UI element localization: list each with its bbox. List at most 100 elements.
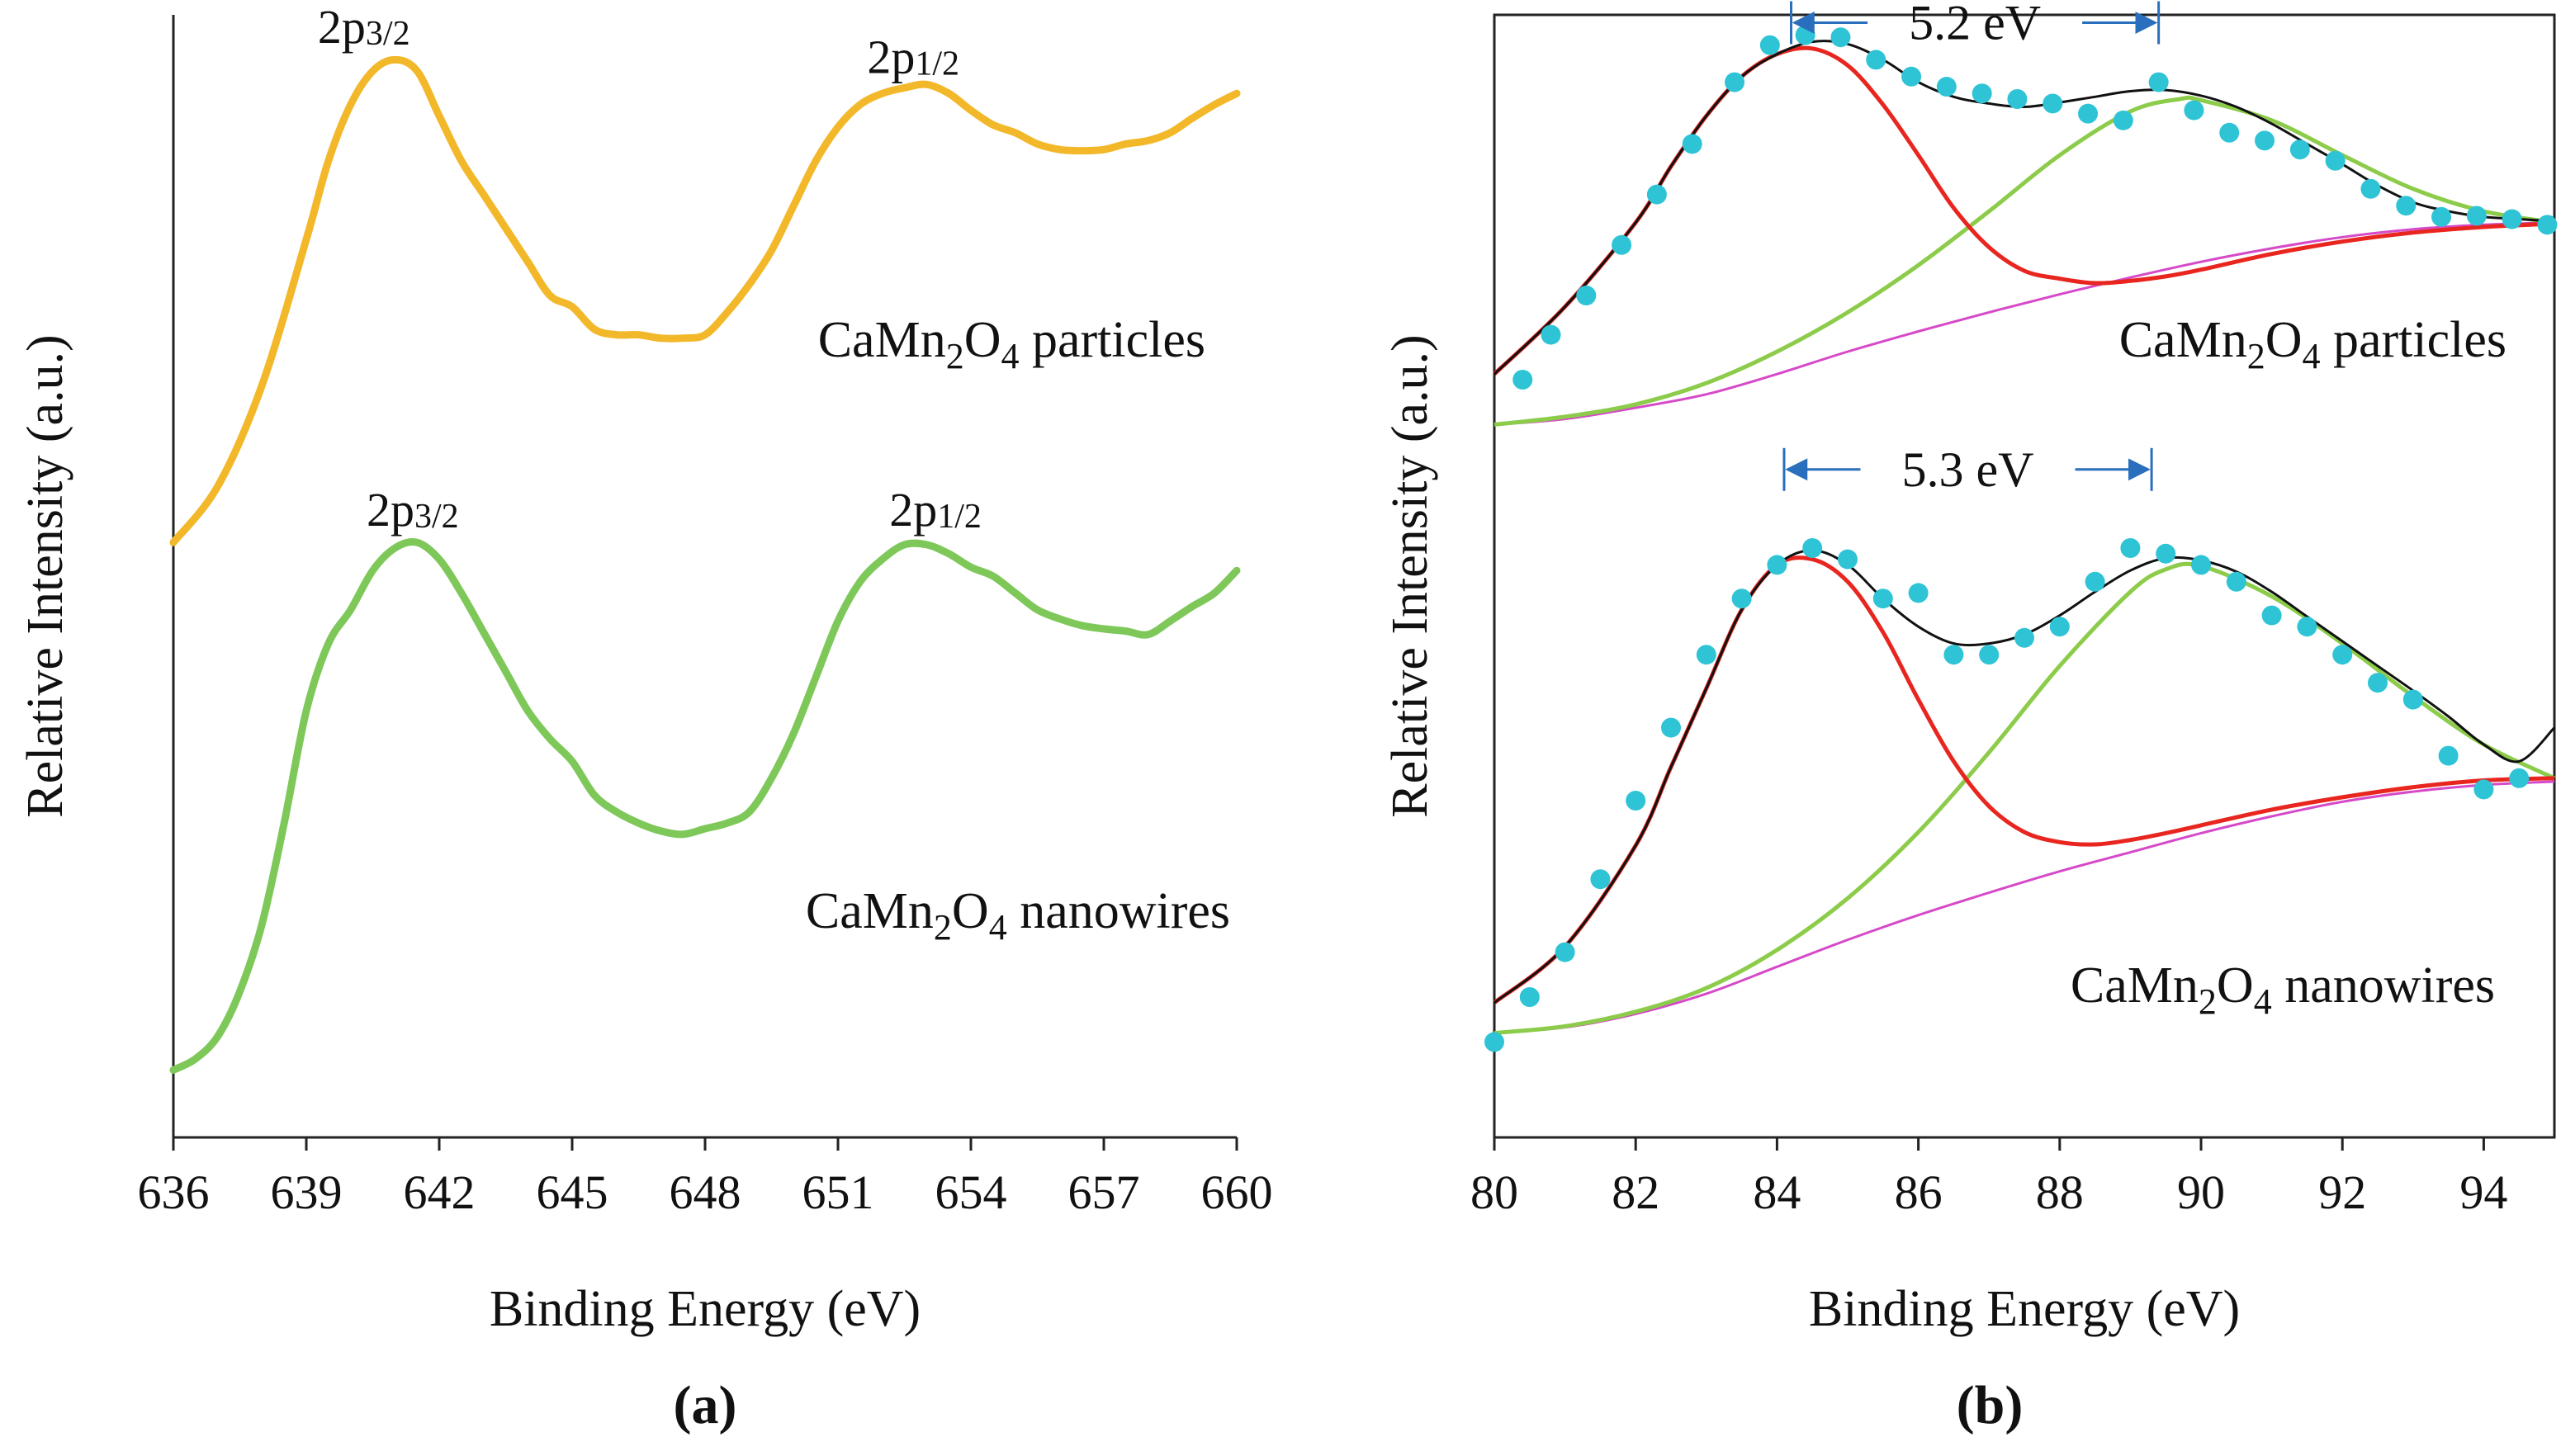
panel-a-particles-label-label_mid: O — [964, 312, 1001, 368]
panel-a-nanowires-label: CaMn2O4 nanowires — [806, 883, 1230, 948]
panel-b-particles-peak2 — [1494, 95, 2555, 427]
panel-a-x-tick-label: 651 — [802, 1165, 874, 1219]
panel-b-nanowires-data-point — [1943, 645, 1964, 665]
panel-b-nanowires-data-point — [2049, 617, 2070, 637]
panel-b-x-tick-label: 94 — [2459, 1165, 2507, 1219]
panel-b-nanowires-data-point — [1590, 869, 1611, 890]
panel-b-x-axis-title: Binding Energy (eV) — [1809, 1281, 2240, 1337]
panel-b-nanowires-peak1 — [1493, 555, 2555, 1005]
panel-a-x-tick-label: 657 — [1068, 1165, 1140, 1219]
panel-b-nanowires-data-point — [1731, 589, 1752, 609]
panel-a-x-tick-label: 642 — [404, 1165, 476, 1219]
panel-b-particles-data-point — [1576, 286, 1597, 305]
panel-a-particles-label-label_main: CaMn — [818, 312, 946, 368]
panel-a-peak-label-sub: 1/2 — [937, 498, 982, 536]
panel-b-x-tick-label: 90 — [2177, 1165, 2225, 1219]
panel-b-particles-data-point — [1936, 77, 1957, 97]
panel-b-nanowires-data-point — [1872, 589, 1893, 609]
panel-a-particles-curve — [169, 55, 1241, 546]
panel-b-x-tick-label: 86 — [1895, 1165, 1943, 1219]
panel-b-nanowires-data-point — [2261, 605, 2282, 626]
panel-b-particles-label: CaMn2O4 particles — [2119, 312, 2507, 376]
panel-b-particles-data-point — [2325, 150, 2346, 171]
panel-b-particles-data-point — [1541, 324, 1561, 345]
panel-b-x-tick-label: 84 — [1753, 1165, 1801, 1219]
panel-b-particles-data-point — [1682, 134, 1702, 154]
panel-b-nanowires-data-point — [2297, 617, 2317, 637]
panel-b-particles-data-point — [2148, 72, 2169, 92]
panel-b-nanowires-data-point — [1908, 583, 1929, 603]
panel-b-nanowires-label-label_main: CaMn — [2071, 957, 2199, 1014]
panel-b-particles-data-point — [1759, 35, 1780, 55]
panel-b-nanowires-data-point — [1661, 717, 1681, 738]
panel-b-particles-data-point — [1512, 370, 1533, 390]
panel-a-x-tick-label: 645 — [537, 1165, 608, 1219]
panel-b-particles-data-point — [2219, 122, 2240, 143]
panel-b-nanowires-data-point — [2226, 571, 2246, 592]
panel-b-particles-data-point — [1646, 184, 1667, 205]
panel-b-nanowires-fit-envelope — [1494, 549, 2556, 1004]
panel-a-peak-label-sub: 1/2 — [915, 45, 959, 83]
panel-a-nanowires-label-label_sub2: 4 — [989, 907, 1007, 948]
panel-b-nanowires-peak2 — [1494, 561, 2556, 1035]
panel-a-peak-label-main: 2p — [889, 483, 937, 537]
panel-b-particles-data-point — [1725, 72, 1745, 92]
panel-b-particles-data-point — [2184, 100, 2204, 121]
panel-b-particles-data-point — [2537, 215, 2558, 235]
panel-b-nanowires-data-point — [1626, 791, 1646, 811]
panel-b-x-tick-label: 88 — [2036, 1165, 2084, 1219]
panel-a-peak-label-main: 2p — [867, 31, 915, 84]
panel-a-peak-label-main: 2p — [367, 483, 414, 537]
panel-b-particles-data-point — [2255, 130, 2275, 151]
panel-b-x-tick-label: 80 — [1470, 1165, 1518, 1219]
panel-b-frame — [1493, 13, 2556, 1139]
panel-b-y-axis-title: Relative Intensity (a.u.) — [1382, 334, 1438, 817]
panel-b-particles-label-label_mid: O — [2265, 312, 2303, 368]
panel-a-particles-label-label_sub1: 2 — [946, 336, 964, 376]
panel-b-nanowires-data-point — [2473, 779, 2494, 800]
panel-b-nanowires-data-point — [1838, 549, 1858, 570]
panel-a-peak-label-main: 2p — [318, 0, 366, 54]
panel-b-particles-data-point — [2466, 206, 2487, 226]
panel-a-y-axis-title: Relative Intensity (a.u.) — [17, 334, 73, 817]
panel-b-nanowires-label: CaMn2O4 nanowires — [2071, 957, 2495, 1022]
panel-a-x-tick-label: 654 — [935, 1165, 1007, 1219]
panel-a-x-tick-label: 648 — [670, 1165, 741, 1219]
panel-a-nanowires-label-label_main: CaMn — [806, 883, 934, 939]
panel-b-nanowires-data-point — [2014, 627, 2034, 648]
panel-b-nanowires-data-point — [1555, 942, 1575, 962]
panel-b-particles-data-point — [2007, 89, 2028, 109]
panel-b-nanowires-split-label: 5.3 eV — [1902, 442, 2034, 497]
panel-a-peak-label-sub: 3/2 — [414, 498, 459, 536]
panel-a-peak-label-sub: 3/2 — [366, 15, 410, 53]
panel-b-nanowires-data-point — [2438, 745, 2459, 766]
panel-a-x-tick-label: 660 — [1201, 1165, 1273, 1219]
panel-b-particles-background — [1494, 221, 2555, 426]
panel-a-label: (a) — [674, 1375, 737, 1435]
panel-a-particles-label-label_sub2: 4 — [1001, 336, 1019, 376]
panel-b-nanowires-data-point — [1802, 538, 1823, 558]
panel-a-particles-label-label_tail: particles — [1019, 312, 1205, 368]
panel-b-particles-data-point — [2360, 178, 2381, 199]
panel-b-particles-label-label_sub2: 4 — [2302, 336, 2320, 376]
panel-b-particles-label-label_main: CaMn — [2119, 312, 2247, 368]
panel-b-nanowires-group: 5.3 eV — [1484, 442, 2556, 1052]
panel-b-particles-data-point — [2289, 139, 2310, 160]
panel-b-particles-data-point — [2396, 196, 2417, 216]
panel-b-nanowires-data-point — [1484, 1032, 1504, 1052]
panel-a-peak-label: 2p1/2 — [867, 31, 959, 84]
panel-a-peak-label: 2p1/2 — [889, 483, 982, 537]
panel-b-nanowires-label-label_tail: nanowires — [2272, 957, 2495, 1014]
panel-b-nanowires-data-point — [2509, 768, 2530, 788]
panel-b-nanowires-data-point — [1979, 645, 2000, 665]
panel-b-nanowires-label-label_mid: O — [2217, 957, 2254, 1014]
panel-b-particles-data-point — [1612, 234, 1632, 255]
panel-b-nanowires-data-point — [2332, 645, 2353, 665]
panel-b-particles-group: 5.2 eV — [1493, 0, 2558, 427]
panel-b-nanowires-data-point — [1767, 555, 1787, 575]
panel-b-nanowires-data-point — [2191, 555, 2211, 575]
panel-b-x-tick-label: 92 — [2318, 1165, 2366, 1219]
panel-b-nanowires-data-point — [2085, 571, 2105, 592]
panel-b-particles-data-point — [2043, 93, 2063, 114]
